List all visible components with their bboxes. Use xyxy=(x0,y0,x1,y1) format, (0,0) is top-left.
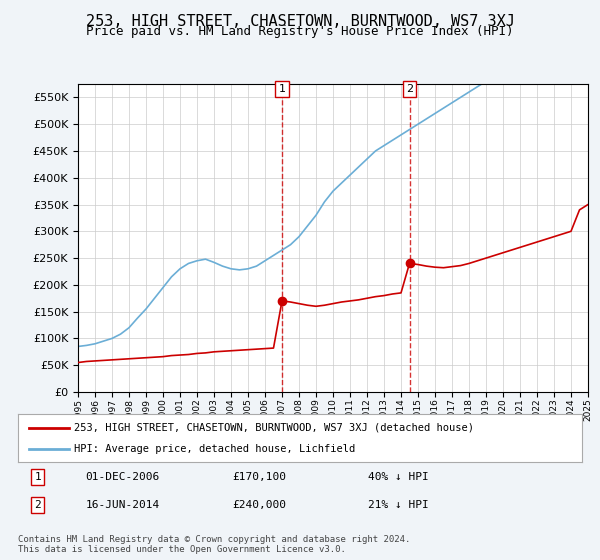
Text: Price paid vs. HM Land Registry's House Price Index (HPI): Price paid vs. HM Land Registry's House … xyxy=(86,25,514,38)
Text: 16-JUN-2014: 16-JUN-2014 xyxy=(86,500,160,510)
Text: 1: 1 xyxy=(34,472,41,482)
Text: 1: 1 xyxy=(278,84,286,94)
Text: 21% ↓ HPI: 21% ↓ HPI xyxy=(368,500,428,510)
Text: £170,100: £170,100 xyxy=(232,472,286,482)
Text: 40% ↓ HPI: 40% ↓ HPI xyxy=(368,472,428,482)
Text: 2: 2 xyxy=(406,84,413,94)
Text: £240,000: £240,000 xyxy=(232,500,286,510)
Text: 2: 2 xyxy=(34,500,41,510)
Text: HPI: Average price, detached house, Lichfield: HPI: Average price, detached house, Lich… xyxy=(74,444,356,454)
Text: 01-DEC-2006: 01-DEC-2006 xyxy=(86,472,160,482)
Text: Contains HM Land Registry data © Crown copyright and database right 2024.
This d: Contains HM Land Registry data © Crown c… xyxy=(18,535,410,554)
Text: 253, HIGH STREET, CHASETOWN, BURNTWOOD, WS7 3XJ: 253, HIGH STREET, CHASETOWN, BURNTWOOD, … xyxy=(86,14,514,29)
Text: 253, HIGH STREET, CHASETOWN, BURNTWOOD, WS7 3XJ (detached house): 253, HIGH STREET, CHASETOWN, BURNTWOOD, … xyxy=(74,423,475,433)
